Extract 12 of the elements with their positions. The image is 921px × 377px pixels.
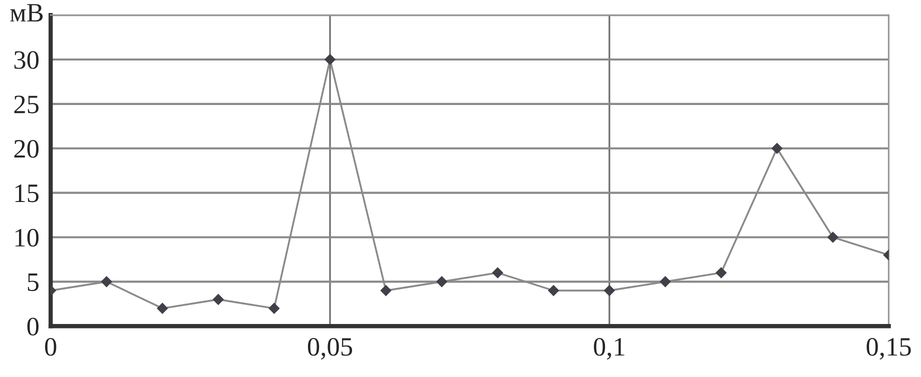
y-tick-label: 10 (15, 228, 39, 247)
y-tick-label: 0 (27, 318, 39, 336)
y-tick-label: 30 (14, 51, 39, 69)
y-tick-label: 25 (14, 96, 39, 114)
x-tick-label: 0,15 (866, 338, 911, 360)
y-tick-label: 20 (14, 140, 39, 158)
x-tick-label: 0 (45, 338, 56, 356)
x-tick-label: 0,1 (594, 338, 624, 360)
y-tick-label: 15 (15, 184, 39, 202)
x-tick-label: 0,05 (308, 338, 352, 360)
y-tick-label: 5 (28, 274, 39, 292)
y-axis-title: мВ (10, 4, 43, 22)
